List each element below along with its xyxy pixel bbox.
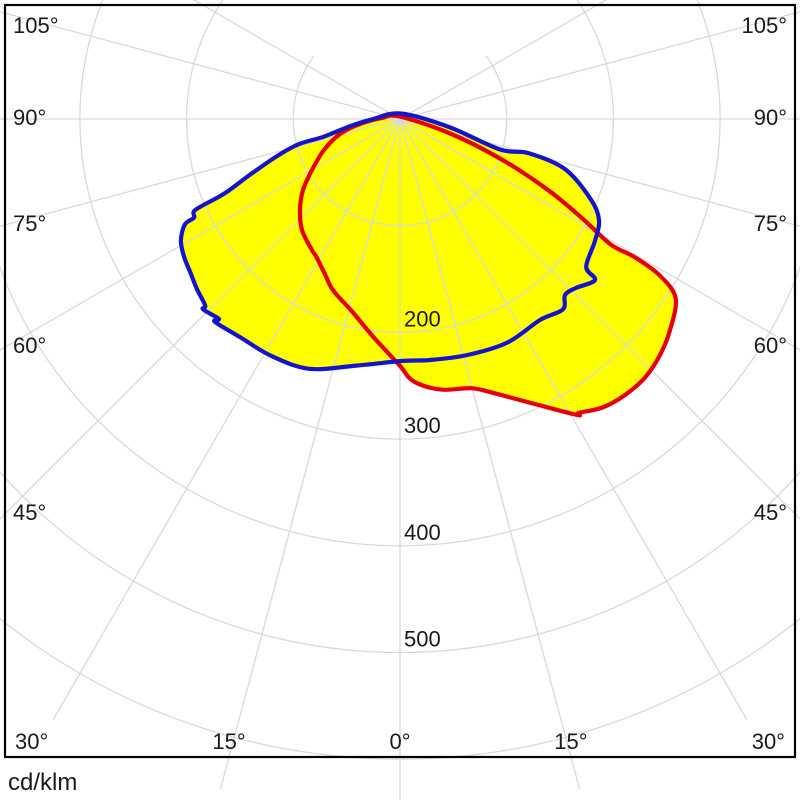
svg-text:400: 400 xyxy=(404,520,441,545)
svg-text:30°: 30° xyxy=(15,729,48,754)
svg-text:15°: 15° xyxy=(554,729,587,754)
svg-text:105°: 105° xyxy=(13,13,59,38)
svg-text:30°: 30° xyxy=(752,729,785,754)
svg-text:45°: 45° xyxy=(13,500,46,525)
svg-text:105°: 105° xyxy=(741,13,787,38)
svg-text:0°: 0° xyxy=(389,729,410,754)
svg-text:500: 500 xyxy=(404,627,441,652)
svg-text:90°: 90° xyxy=(13,105,46,130)
svg-text:200: 200 xyxy=(404,306,441,331)
svg-text:60°: 60° xyxy=(754,333,787,358)
svg-text:45°: 45° xyxy=(754,500,787,525)
svg-text:15°: 15° xyxy=(212,729,245,754)
svg-text:60°: 60° xyxy=(13,333,46,358)
svg-text:75°: 75° xyxy=(13,211,46,236)
svg-text:cd/klm: cd/klm xyxy=(8,769,77,796)
svg-text:90°: 90° xyxy=(754,105,787,130)
svg-text:75°: 75° xyxy=(754,211,787,236)
svg-text:300: 300 xyxy=(404,413,441,438)
